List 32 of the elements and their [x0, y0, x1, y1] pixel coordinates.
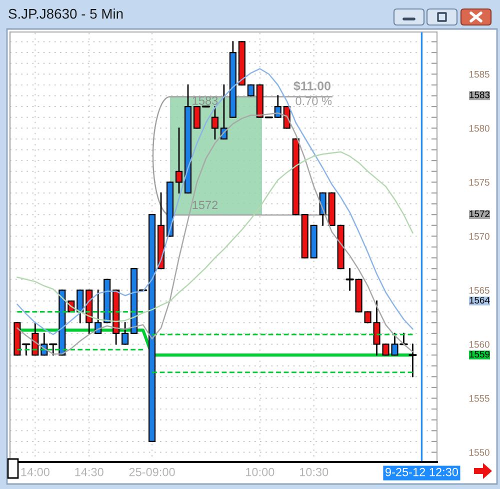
y-tick-label: 1560 [469, 341, 490, 348]
chart-title: S.JP.J8630 - 5 Min [8, 8, 123, 19]
x-tick-label: 10:00 [246, 468, 274, 476]
annotation: $11.00 [294, 80, 330, 92]
x-tick-label: 9-25-12 12:30 [386, 468, 458, 476]
y-tick-label: 1555 [469, 395, 490, 402]
x-tick-label: 14:30 [75, 468, 104, 476]
y-tick-label: 1565 [469, 287, 490, 294]
text: 1559 [470, 350, 490, 358]
y-tick-label: 1585 [469, 70, 490, 78]
candlestick [247, 84, 254, 96]
y-tick-label: 1550 [469, 449, 490, 456]
text: 1564 [470, 296, 490, 304]
annotation: 1572 [192, 200, 218, 210]
text: 1572 [470, 210, 490, 218]
candlestick [175, 127, 183, 194]
x-tick-label: 25-09:00 [129, 468, 175, 476]
annotation: 1583 [192, 96, 218, 105]
line-series [16, 151, 414, 322]
x-tick-label: 14:00 [21, 468, 50, 476]
candlestick [211, 106, 218, 140]
annotation: 0.70 % [296, 96, 332, 106]
candlestick [94, 290, 102, 334]
y-tick-label: 1570 [469, 233, 490, 240]
y-tick-label: 1580 [469, 124, 490, 132]
candlestick [76, 290, 84, 324]
line-series [16, 68, 414, 336]
x-tick-label: 10:30 [300, 468, 328, 476]
text: 1583 [470, 92, 490, 98]
y-tick-label: 1575 [469, 179, 490, 186]
candlestick [408, 344, 417, 378]
candlestick [122, 322, 129, 345]
